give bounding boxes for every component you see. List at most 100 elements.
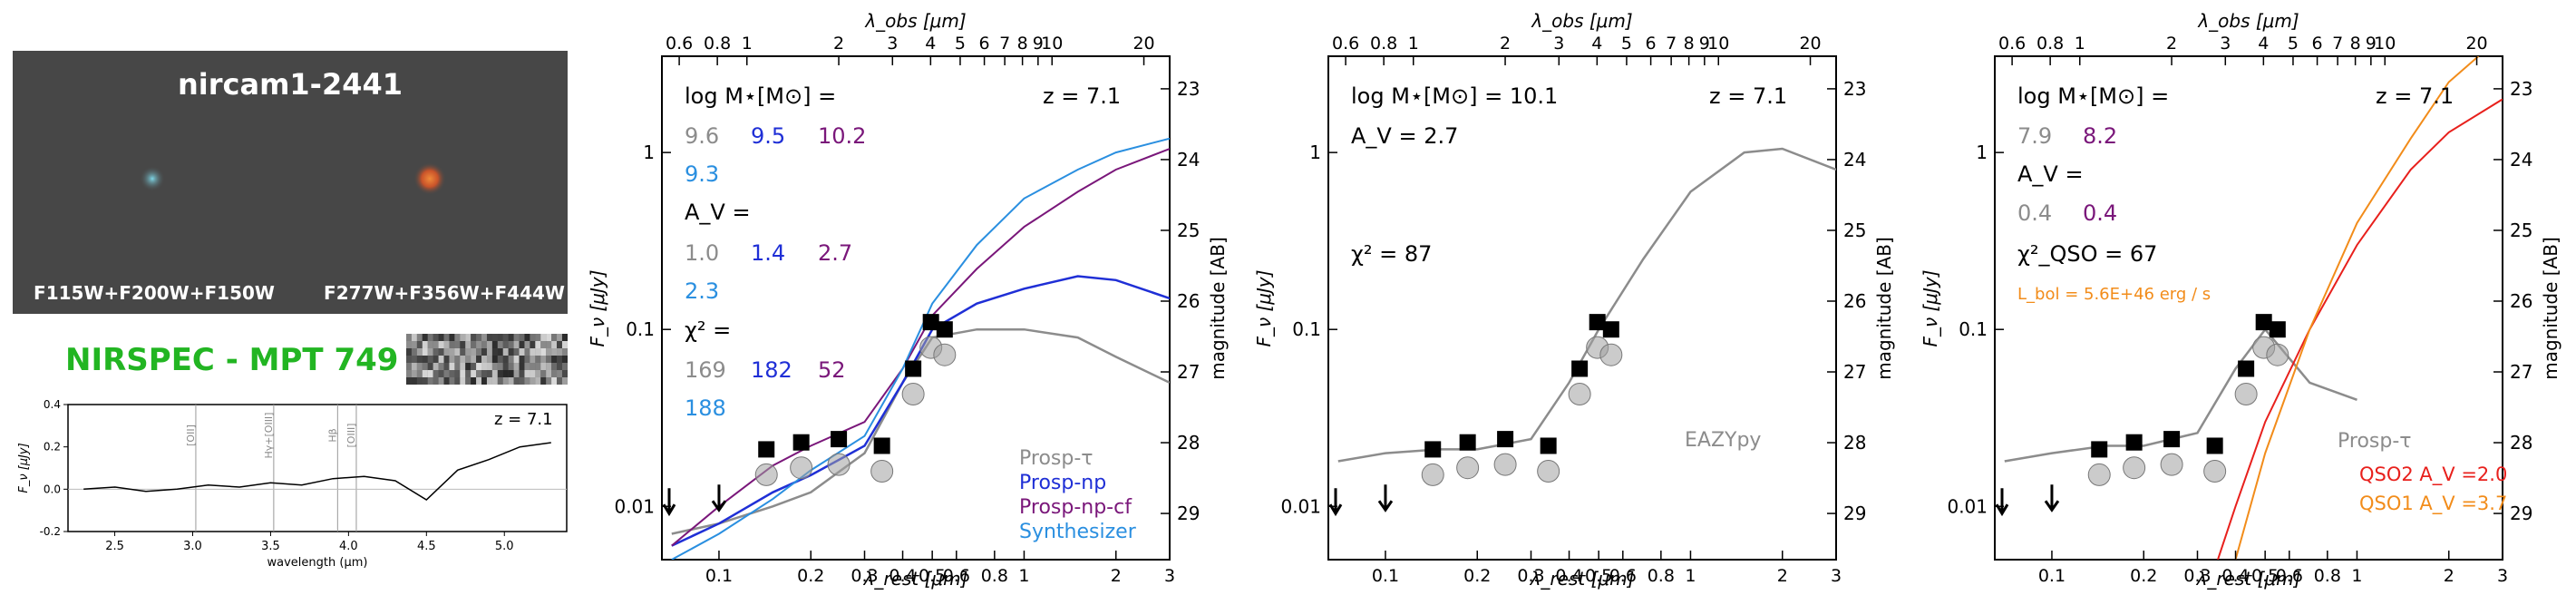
- panel2-photometry-point: [1602, 321, 1619, 338]
- spec2d-pixel: [513, 356, 520, 363]
- panel1-upper-limit-arrow: [711, 484, 727, 512]
- spec2d-pixel: [524, 356, 530, 363]
- panel1-xtick-top-label: 8: [1017, 34, 1028, 54]
- panel3-legend-tau: Prosp-τ: [2338, 430, 2412, 453]
- spectrum-ytick-label: 0.4: [44, 398, 61, 411]
- spec2d-pixel: [551, 348, 558, 356]
- blue-source-blob: [140, 166, 165, 191]
- panel3-xtick-top-label: 4: [2258, 34, 2269, 54]
- panel3-photometry-point: [2163, 431, 2181, 448]
- panel1-xtick-bottom-label: 0.2: [797, 566, 824, 586]
- panel2-xtick-bottom-label: 0.8: [1648, 566, 1675, 586]
- panel1-xtick-bottom-label: 0.4: [889, 566, 916, 586]
- spec2d-pixel: [535, 348, 541, 356]
- panel3-xtick-bottom-label: 0.1: [2038, 566, 2066, 586]
- spec2d-pixel: [519, 334, 525, 341]
- panel2-ytick-left-label: 0.1: [1292, 318, 1321, 340]
- panel3-photometry-point: [2206, 437, 2223, 454]
- spec2d-pixel: [497, 363, 503, 370]
- panel2-xtick-top-label: 0.8: [1370, 34, 1397, 54]
- panel2-xtick-bottom-label: 0.4: [1555, 566, 1582, 586]
- spec2d-pixel: [513, 377, 520, 385]
- spec2d-pixel: [438, 348, 444, 356]
- panel3-ytick-right-label: 24: [2510, 149, 2532, 171]
- spec2d-pixel: [530, 341, 536, 348]
- spec2d-pixel: [519, 377, 525, 385]
- spec2d-pixel: [524, 363, 530, 370]
- panel3-xtick-top-label: 10: [2374, 34, 2396, 54]
- panel1-xtick-bottom-label: 0.1: [705, 566, 733, 586]
- spec2d-pixel: [422, 341, 428, 348]
- spec2d-pixel: [411, 334, 417, 341]
- spec2d-pixel: [491, 341, 498, 348]
- spec2d-pixel: [508, 363, 514, 370]
- panel3-upper-limit-arrow: [2044, 484, 2060, 512]
- panel1-ytick-right-label: 27: [1177, 361, 1200, 383]
- panel3-xtick-top-label: 3: [2220, 34, 2231, 54]
- panel1-photometry-point: [831, 431, 848, 448]
- spec2d-pixel: [486, 334, 492, 341]
- spec2d-pixel: [546, 377, 552, 385]
- spec2d-pixel: [449, 348, 455, 356]
- spec2d-pixel: [481, 334, 488, 341]
- spec2d-pixel: [535, 363, 541, 370]
- panel1-mass-header: log M⋆[M⊙] =: [685, 83, 836, 109]
- panel1-edge-limit-arrow: [662, 488, 676, 517]
- panel1-ytick-right-label: 25: [1177, 220, 1200, 241]
- spec2d-pixel: [546, 334, 552, 341]
- panel2-xtick-bottom-label: 2: [1777, 566, 1788, 586]
- panel1-xtick-top-label: 0.8: [704, 34, 731, 54]
- panel1-top-label: λ_obs [μm]: [864, 10, 966, 32]
- panel2-top-label: λ_obs [μm]: [1531, 10, 1632, 32]
- spec2d-pixel: [422, 348, 428, 356]
- sed-panel-3: 0.1 0.2 0.3 0.4 0.50.6 0.8 1 2 30.6 0.8 1 2 3 4 5 6 7 8 91…: [1920, 10, 2561, 590]
- panel2-ytick-right-label: 28: [1843, 432, 1866, 454]
- panel3-xtick-bottom-label: 0.6: [2276, 566, 2303, 586]
- spec2d-pixel: [422, 356, 428, 363]
- spec2d-pixel: [519, 341, 525, 348]
- spec2d-pixel: [540, 341, 547, 348]
- spectrum-xtick-label: 3.5: [261, 540, 280, 553]
- spec2d-pixel: [513, 363, 520, 370]
- spec2d-pixel: [471, 341, 477, 348]
- panel3-xtick-bottom-label: 0.2: [2130, 566, 2157, 586]
- spec2d-pixel: [406, 334, 412, 341]
- panel1-legend-synth: Synthesizer: [1019, 521, 1137, 543]
- spec2d-pixel: [406, 356, 412, 363]
- panel2-ytick-right-label: 25: [1843, 220, 1866, 241]
- spec2d-pixel: [433, 377, 439, 385]
- panel3-top-label: λ_obs [μm]: [2197, 10, 2299, 32]
- spec2d-pixel: [540, 377, 547, 385]
- spec2d-pixel: [438, 341, 444, 348]
- spec2d-pixel: [491, 370, 498, 377]
- panel3-ytick-left-label: 0.1: [1959, 318, 1988, 340]
- spec2d-pixel: [476, 341, 482, 348]
- spec2d-pixel: [416, 356, 423, 363]
- spec2d-pixel: [519, 348, 525, 356]
- spec2d-pixel: [481, 348, 488, 356]
- spec2d-pixel: [433, 370, 439, 377]
- spec2d-pixel: [524, 341, 530, 348]
- spec2d-pixel: [502, 334, 509, 341]
- spec2d-pixel: [561, 341, 568, 348]
- panel1-mass-synth: 9.3: [685, 161, 719, 187]
- spec2d-pixel: [460, 363, 466, 370]
- panel1-mass-tau: 9.6: [685, 123, 719, 149]
- spec2d-pixel: [438, 370, 444, 377]
- panel2-z-label: z = 7.1: [1709, 83, 1787, 109]
- panel2-mass-text: log M⋆[M⊙] = 10.1: [1351, 83, 1558, 109]
- panel3-model-curve: [2217, 98, 2503, 560]
- panel3-photometry-point: [2269, 321, 2286, 338]
- spec2d-pixel: [513, 348, 520, 356]
- panel1-mass-npcf: 10.2: [818, 123, 866, 149]
- spec2d-pixel: [540, 356, 547, 363]
- panel1-photometry-point: [922, 314, 939, 331]
- spec2d-pixel: [535, 341, 541, 348]
- spec2d-pixel: [530, 334, 536, 341]
- panel3-xtick-top-label: 9: [2366, 34, 2377, 54]
- panel1-photometry-point: [873, 437, 890, 454]
- panel2-xtick-bottom-label: 0.3: [1517, 566, 1544, 586]
- spec2d-pixel: [540, 334, 547, 341]
- panel1-frame: [661, 55, 1171, 561]
